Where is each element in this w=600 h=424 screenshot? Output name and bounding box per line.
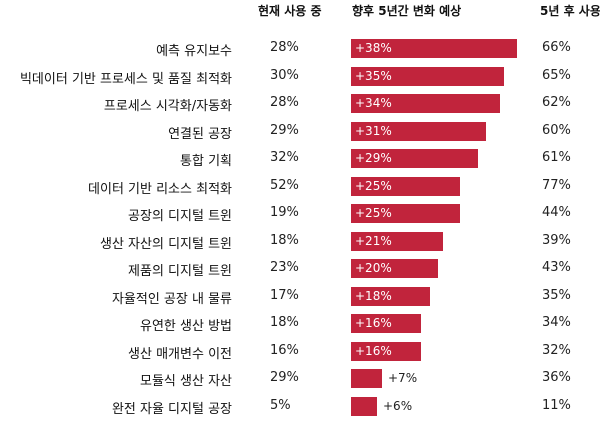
category-label: 통합 기획 xyxy=(180,154,232,169)
usage-after-5-years-value: 61% xyxy=(542,150,571,165)
change-value-label: +25% xyxy=(355,206,392,220)
current-usage-value: 18% xyxy=(270,232,299,248)
change-value-label: +16% xyxy=(355,343,392,358)
change-value-label: +29% xyxy=(355,151,392,165)
current-usage-value: 17% xyxy=(270,287,299,303)
current-usage-value: 23% xyxy=(270,260,299,275)
category-label: 데이터 기반 리소스 최적화 xyxy=(88,181,232,197)
category-label: 완전 자율 디지털 공장 xyxy=(111,401,232,417)
usage-after-5-years-value: 39% xyxy=(542,232,571,248)
category-label: 모듈식 생산 자산 xyxy=(140,374,232,389)
change-value-label: +25% xyxy=(355,178,392,193)
change-bar xyxy=(351,341,421,361)
change-bar xyxy=(351,259,438,278)
header-expected-change: 향후 5년간 변화 예상 xyxy=(352,4,462,18)
usage-after-5-years-value: 65% xyxy=(542,67,571,83)
category-label: 예측 유지보수 xyxy=(156,44,232,59)
category-label: 프로세스 시각화/자동화 xyxy=(103,99,232,114)
change-value-label: +38% xyxy=(355,41,392,55)
change-bar xyxy=(351,94,500,113)
change-bar xyxy=(351,204,460,223)
change-value-label: +34% xyxy=(355,96,392,110)
change-value-label: +16% xyxy=(355,316,392,330)
usage-after-5-years-value: 66% xyxy=(542,40,571,55)
change-bar xyxy=(351,39,517,58)
usage-after-5-years-value: 36% xyxy=(542,370,571,385)
category-label: 생산 매개변수 이전 xyxy=(128,346,232,362)
category-label: 제품의 디지털 트윈 xyxy=(128,264,232,279)
category-label: 생산 자산의 디지털 트윈 xyxy=(100,236,232,252)
change-bar xyxy=(351,396,377,416)
change-value-label: +21% xyxy=(355,233,392,248)
change-value-label: +6% xyxy=(383,398,413,413)
change-bar xyxy=(351,121,486,141)
usage-after-5-years-value: 43% xyxy=(542,260,571,275)
change-bar xyxy=(351,286,430,306)
current-usage-value: 19% xyxy=(270,205,299,220)
current-usage-value: 32% xyxy=(270,150,299,165)
header-usage-after-5-years: 5년 후 사용 xyxy=(540,4,600,18)
current-usage-value: 29% xyxy=(270,370,299,385)
usage-after-5-years-value: 62% xyxy=(542,95,571,110)
change-value-label: +7% xyxy=(388,371,418,385)
usage-after-5-years-value: 60% xyxy=(542,122,571,138)
current-usage-value: 18% xyxy=(270,315,299,330)
change-bar xyxy=(351,149,478,168)
change-bar xyxy=(351,231,443,251)
current-usage-value: 30% xyxy=(270,67,299,83)
usage-after-5-years-value: 44% xyxy=(542,205,571,220)
current-usage-value: 29% xyxy=(270,122,299,138)
current-usage-value: 52% xyxy=(270,177,299,193)
current-usage-value: 5% xyxy=(270,397,291,413)
usage-after-5-years-value: 32% xyxy=(542,342,571,358)
change-value-label: +31% xyxy=(355,123,392,138)
category-label: 자율적인 공장 내 물류 xyxy=(111,291,232,307)
usage-after-5-years-value: 77% xyxy=(542,177,571,193)
change-bar xyxy=(351,176,460,196)
category-label: 연결된 공장 xyxy=(168,126,232,142)
change-bar xyxy=(351,314,421,333)
usage-after-5-years-value: 11% xyxy=(542,397,571,413)
category-label: 유연한 생산 방법 xyxy=(140,319,232,334)
current-usage-value: 28% xyxy=(270,40,299,55)
header-current-usage: 현재 사용 중 xyxy=(258,4,322,18)
category-label: 빅데이터 기반 프로세스 및 품질 최적화 xyxy=(19,71,232,87)
change-value-label: +18% xyxy=(355,288,392,303)
change-value-label: +20% xyxy=(355,261,392,275)
current-usage-value: 28% xyxy=(270,95,299,110)
change-value-label: +35% xyxy=(355,68,392,83)
usage-after-5-years-value: 35% xyxy=(542,287,571,303)
current-usage-value: 16% xyxy=(270,342,299,358)
change-bar xyxy=(351,66,504,86)
usage-after-5-years-value: 34% xyxy=(542,315,571,330)
category-label: 공장의 디지털 트윈 xyxy=(128,209,232,224)
change-bar xyxy=(351,369,382,388)
